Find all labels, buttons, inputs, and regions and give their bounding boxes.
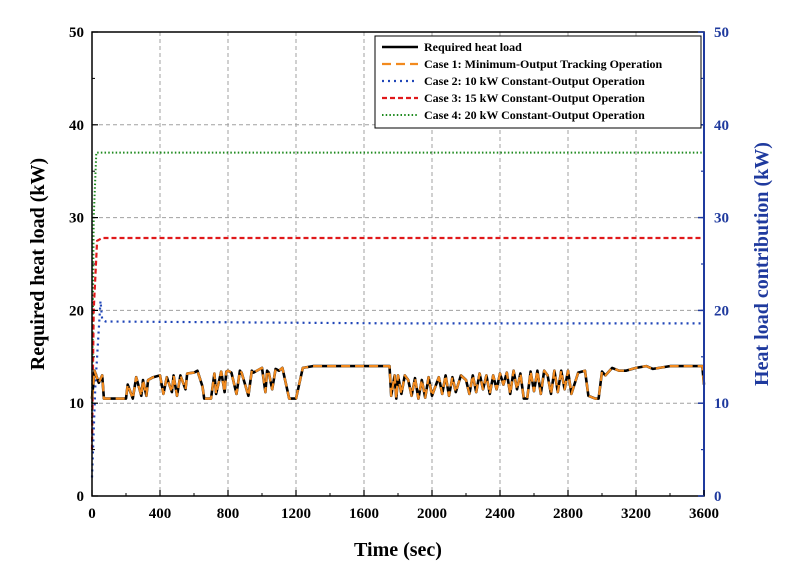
series-case-3-line (90, 236, 704, 450)
tick-labels: 0 400 800 1200 1600 2000 2400 2800 3200 360001020… (69, 25, 729, 522)
x-tick-label-5: 2000 (417, 506, 447, 522)
y-tick-label-5: 50 (69, 25, 84, 41)
x-tick-label-6: 2400 (485, 506, 515, 522)
ticks (91, 31, 705, 497)
y2-tick-label-1: 10 (714, 396, 729, 412)
y2-tick-label-4: 40 (714, 118, 729, 134)
x-tick-label-2: 800 (217, 506, 240, 522)
y-tick-label-1: 10 (69, 396, 84, 412)
y-axis-label: Required heat load (kW) (27, 158, 49, 370)
y-tick-label-4: 40 (69, 118, 84, 134)
legend-label-2: Case 1: Minimum-Output Tracking Operatio… (424, 57, 663, 71)
y2-tick-label-5: 50 (714, 25, 729, 41)
y2-tick-label-3: 30 (714, 211, 729, 227)
y2-axis-label: Heat load contribution (kW) (751, 142, 773, 386)
x-tick-label-4: 1600 (349, 506, 379, 522)
legend-label-4: Case 3: 15 kW Constant-Output Operation (424, 91, 645, 105)
x-tick-label-9: 3600 (689, 506, 719, 522)
x-tick-label-1: 400 (149, 506, 172, 522)
x-tick-label-8: 3200 (621, 506, 651, 522)
legend-label-3: Case 2: 10 kW Constant-Output Operation (424, 74, 645, 88)
x-tick-label-7: 2800 (553, 506, 583, 522)
legend-box (374, 35, 702, 129)
legend: Required heat load Case 1: Minimum-Output… (374, 35, 702, 129)
x-tick-label-0: 0 (88, 506, 96, 522)
y-tick-label-0: 0 (77, 489, 85, 505)
legend-label-1: Required heat load (424, 40, 522, 54)
y-tick-label-3: 30 (69, 211, 84, 227)
y2-tick-label-0: 0 (714, 489, 722, 505)
x-tick-label-3: 1200 (281, 506, 311, 522)
y-tick-label-2: 20 (69, 303, 84, 319)
x-axis-label: Time (sec) (354, 539, 442, 561)
series-layer (90, 151, 706, 478)
legend-label-5: Case 4: 20 kW Constant-Output Operation (424, 108, 645, 122)
y2-tick-label-2: 20 (714, 303, 729, 319)
series-case-1-line (90, 365, 706, 400)
